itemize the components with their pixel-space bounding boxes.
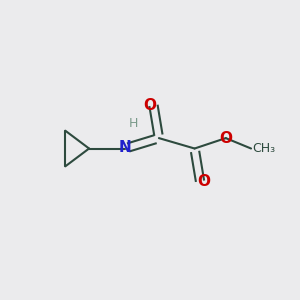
Text: N: N bbox=[118, 140, 131, 154]
Text: H: H bbox=[128, 117, 138, 130]
Text: O: O bbox=[197, 174, 210, 189]
Text: O: O bbox=[143, 98, 157, 113]
Text: CH₃: CH₃ bbox=[253, 142, 276, 155]
Text: O: O bbox=[219, 130, 232, 146]
